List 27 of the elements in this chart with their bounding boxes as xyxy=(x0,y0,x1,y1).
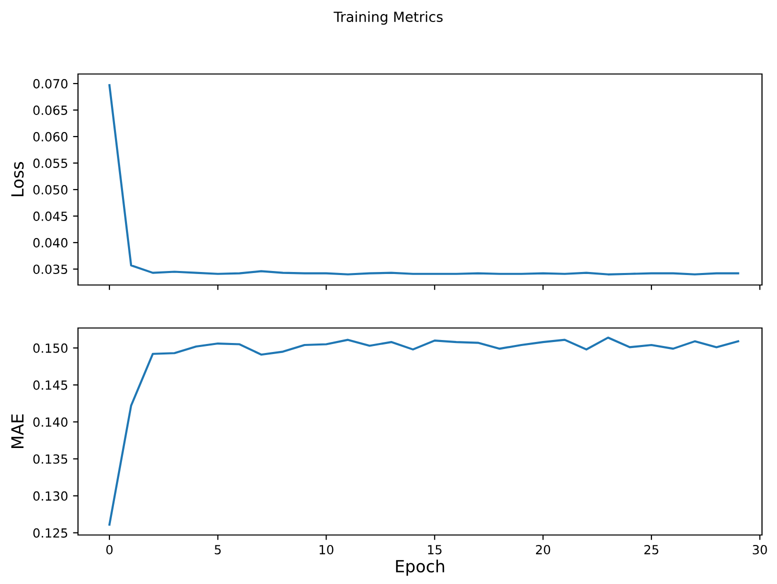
x-tick-label: 15 xyxy=(428,545,442,554)
x-tick-label: 10 xyxy=(320,544,334,554)
y-tick-label: 0.035 xyxy=(33,264,68,274)
y-tick-label: 0.055 xyxy=(33,158,68,168)
x-tick-label: 0 xyxy=(106,544,113,554)
y-axis-title: Loss xyxy=(11,162,24,196)
y-tick-label: 0.145 xyxy=(33,380,68,390)
y-tick-label: 0.060 xyxy=(33,132,68,142)
line-series xyxy=(108,84,740,276)
y-tick-label: 0.125 xyxy=(33,528,68,538)
y-tick-label: 0.135 xyxy=(33,454,68,464)
y-tick-label: 0.130 xyxy=(33,491,68,501)
x-tick-label: 20 xyxy=(536,544,550,554)
y-tick-label: 0.070 xyxy=(33,79,68,88)
x-tick-label: 5 xyxy=(214,545,221,554)
y-tick-label: 0.040 xyxy=(33,238,68,248)
x-axis-title: Epoch xyxy=(396,560,444,576)
x-tick-label: 25 xyxy=(644,544,658,554)
y-tick-label: 0.045 xyxy=(33,212,68,222)
y-tick-label: 0.050 xyxy=(33,185,68,194)
y-tick-label: 0.150 xyxy=(33,343,68,353)
x-tick-label: 30 xyxy=(752,544,767,554)
line-series xyxy=(108,336,740,526)
y-tick-label: 0.065 xyxy=(33,106,68,115)
y-axis-title: MAE xyxy=(11,414,24,448)
y-tick-label: 0.140 xyxy=(33,417,68,427)
chart-title: Training Metrics xyxy=(334,11,443,25)
